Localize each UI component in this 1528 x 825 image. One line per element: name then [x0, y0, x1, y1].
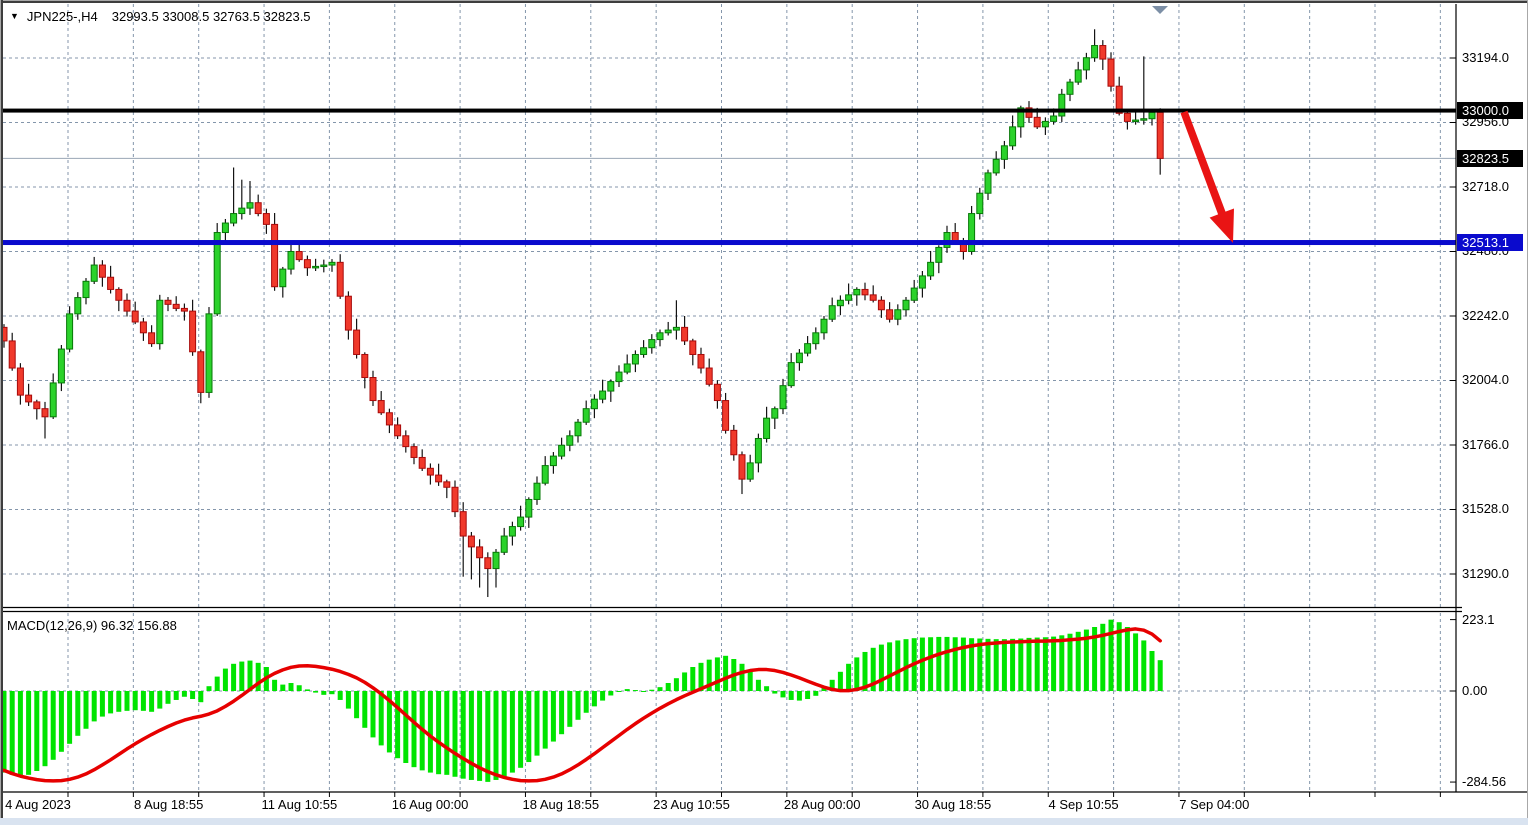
price-tick-label: 31290.0: [1462, 565, 1509, 581]
date-tick-label: 4 Aug 2023: [5, 797, 71, 812]
macd-indicator-label: MACD(12,26,9) 96.32 156.88: [7, 618, 177, 633]
date-tick-label: 16 Aug 00:00: [391, 797, 469, 812]
window-border-top-dark: [0, 1, 1528, 3]
date-tick-label: 8 Aug 18:55: [133, 797, 204, 812]
macd-tick-label: 0.00: [1462, 683, 1488, 698]
symbol-dropdown-icon[interactable]: ▼: [10, 11, 19, 21]
date-tick-label: 4 Sep 10:55: [1048, 797, 1119, 812]
price-tick-label: 31766.0: [1462, 436, 1509, 452]
ohlc-readout: 32993.5 33008.5 32763.5 32823.5: [111, 9, 311, 24]
symbol-period-label: JPN225-,H4: [26, 9, 98, 24]
window-bottom-strip: [0, 818, 1528, 825]
date-tick-label: 23 Aug 10:55: [653, 797, 730, 812]
time-axis[interactable]: 4 Aug 2023 8 Aug 18:55 11 Aug 10:55 16 Aug …: [0, 792, 1528, 818]
price-tick-label: 32718.0: [1462, 178, 1509, 194]
price-tick-label: 33194.0: [1462, 50, 1509, 65]
last-price-box: 32823.5: [1457, 149, 1523, 167]
date-tick-label: 28 Aug 00:00: [783, 797, 861, 812]
macd-tick-label: 223.1: [1462, 611, 1495, 627]
resistance-level-price-box: 33000.0: [1457, 102, 1523, 120]
date-tick-label: 30 Aug 18:55: [914, 797, 992, 812]
price-tick-label: 32004.0: [1462, 372, 1509, 388]
support-level-price-box: 32513.1: [1457, 234, 1523, 252]
window-border-left: [0, 0, 1, 818]
price-tick-label: 32242.0: [1462, 307, 1509, 323]
date-tick-label: 11 Aug 10:55: [261, 797, 338, 812]
window-border-left-dark: [1, 0, 3, 818]
price-tick-label: 31528.0: [1462, 501, 1509, 517]
macd-tick-label: -284.56: [1462, 774, 1507, 790]
date-tick-label: 18 Aug 18:55: [522, 797, 600, 812]
date-tick-label: 7 Sep 04:00: [1179, 797, 1250, 812]
chart-title: ▼ JPN225-,H4 32993.5 33008.5 32763.5 32823…: [10, 8, 311, 25]
window-border-top: [0, 0, 1528, 1]
